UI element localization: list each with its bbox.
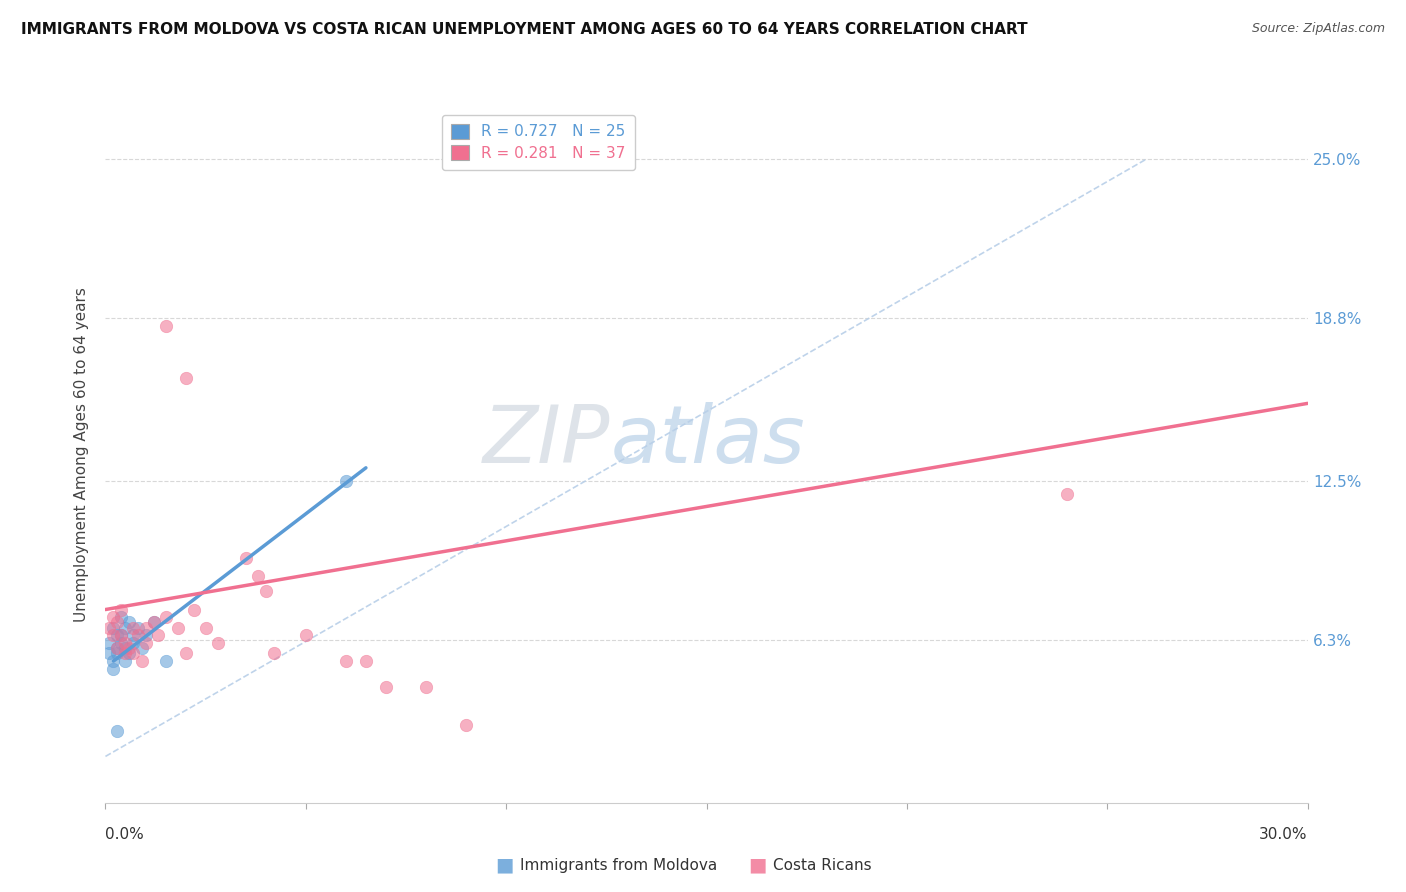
Point (122, 636, 145, 650)
Text: Immigrants from Moldova: Immigrants from Moldova (520, 858, 717, 872)
Point (118, 646, 141, 660)
Point (103, 610, 125, 624)
Point (263, 646, 285, 660)
Point (98, 646, 121, 660)
Point (174, 370, 197, 384)
Point (127, 628, 149, 642)
Point (98, 621, 121, 635)
Point (131, 654, 153, 668)
Point (110, 610, 132, 624)
Point (107, 723, 129, 738)
Point (135, 621, 157, 635)
Y-axis label: Unemployment Among Ages 60 to 64 years: Unemployment Among Ages 60 to 64 years (75, 287, 90, 623)
Point (98, 636, 121, 650)
Point (103, 662, 125, 676)
Point (114, 646, 136, 660)
Point (122, 646, 145, 660)
Point (335, 474, 357, 488)
Point (146, 628, 169, 642)
Point (103, 654, 125, 668)
Point (194, 621, 217, 635)
Point (354, 654, 377, 668)
Point (155, 654, 177, 668)
Point (142, 615, 165, 630)
Point (110, 628, 132, 642)
Point (235, 551, 257, 566)
Point (107, 646, 129, 660)
Text: Source: ZipAtlas.com: Source: ZipAtlas.com (1251, 22, 1385, 36)
Point (335, 654, 357, 668)
Point (135, 636, 157, 650)
Point (107, 615, 129, 630)
Point (103, 621, 125, 635)
Text: 30.0%: 30.0% (1260, 827, 1308, 841)
Text: ZIP: ZIP (484, 402, 610, 480)
Point (155, 610, 177, 624)
Point (415, 680, 437, 694)
Text: Costa Ricans: Costa Ricans (773, 858, 872, 872)
Point (374, 680, 398, 694)
Point (118, 615, 141, 630)
Point (246, 569, 269, 583)
Point (174, 646, 197, 660)
Point (122, 628, 145, 642)
Text: atlas: atlas (610, 402, 806, 480)
Text: ■: ■ (495, 855, 513, 875)
Point (114, 636, 136, 650)
Legend: R = 0.727   N = 25, R = 0.281   N = 37: R = 0.727 N = 25, R = 0.281 N = 37 (441, 115, 636, 170)
Point (127, 621, 149, 635)
Point (131, 641, 153, 656)
Point (122, 621, 145, 635)
Point (135, 628, 157, 642)
Point (110, 602, 132, 616)
Point (155, 319, 177, 334)
Point (142, 615, 165, 630)
Text: 0.0%: 0.0% (105, 827, 145, 841)
Point (166, 621, 188, 635)
Point (295, 628, 318, 642)
Point (110, 628, 132, 642)
Point (118, 641, 141, 656)
Point (114, 654, 136, 668)
Point (114, 621, 136, 635)
Point (1056, 486, 1078, 500)
Text: ■: ■ (748, 855, 766, 875)
Point (107, 641, 129, 656)
Point (103, 628, 125, 642)
Point (107, 628, 129, 642)
Point (183, 602, 205, 616)
Point (207, 636, 229, 650)
Text: IMMIGRANTS FROM MOLDOVA VS COSTA RICAN UNEMPLOYMENT AMONG AGES 60 TO 64 YEARS CO: IMMIGRANTS FROM MOLDOVA VS COSTA RICAN U… (21, 22, 1028, 37)
Point (254, 584, 277, 599)
Point (454, 718, 477, 732)
Point (107, 641, 129, 656)
Point (114, 641, 136, 656)
Point (110, 636, 132, 650)
